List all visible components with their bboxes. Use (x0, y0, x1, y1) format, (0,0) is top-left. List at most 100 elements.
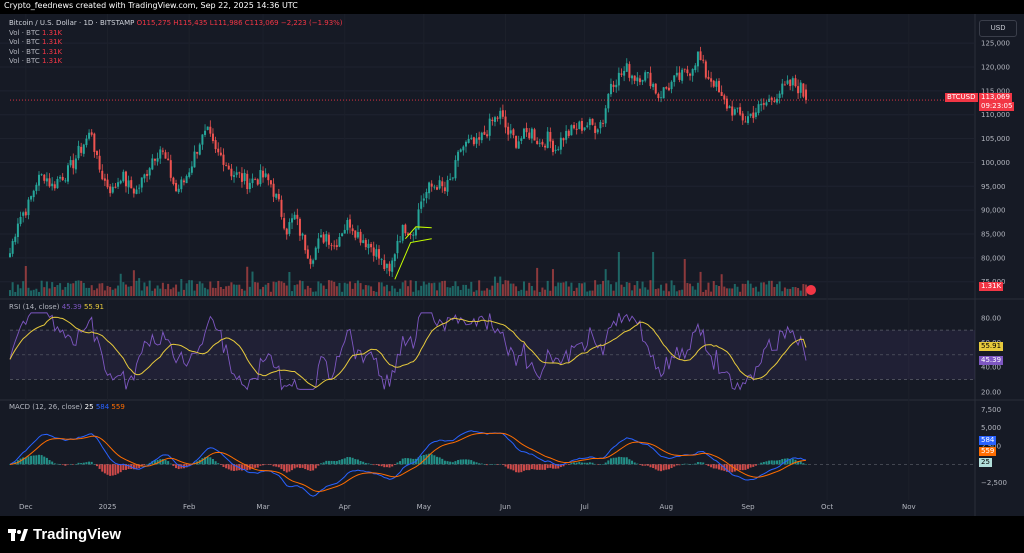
candle-body (140, 177, 143, 188)
volume-bar (399, 288, 402, 296)
candle-body (393, 254, 396, 262)
volume-bar (225, 286, 228, 296)
volume-bar (64, 287, 67, 296)
macd-histogram-bar (446, 461, 449, 465)
volume-bar (280, 281, 283, 296)
currency-button[interactable]: USD (979, 20, 1017, 37)
macd-histogram-bar (718, 464, 721, 470)
volume-bar (349, 281, 352, 296)
volume-bar (673, 285, 676, 296)
volume-bar (657, 288, 660, 296)
macd-histogram-bar (330, 460, 333, 465)
volume-bar (675, 291, 678, 296)
volume-bar (109, 286, 112, 296)
candle-body (694, 65, 697, 71)
volume-bar (56, 285, 59, 296)
volume-bar (754, 286, 757, 296)
price-chart-svg[interactable]: 125,000 120,000 115,000 110,000 105,000 100,0… (0, 14, 1024, 516)
macd-histogram-bar (51, 461, 54, 465)
macd-histogram-bar (396, 462, 399, 465)
candle-body (538, 142, 541, 144)
volume-bar (53, 286, 56, 296)
candle-body (354, 230, 357, 238)
candle-body (407, 233, 409, 236)
volume-bar (301, 281, 304, 296)
volume-bar (114, 288, 117, 296)
macd-histogram-bar (304, 464, 307, 470)
macd-histogram-bar (188, 464, 191, 467)
volume-bar (464, 284, 467, 296)
volume-bar (802, 284, 805, 296)
candle-body (364, 239, 367, 248)
macd-histogram-bar (32, 455, 35, 465)
macd-histogram-bar (393, 464, 396, 465)
volume-bar (583, 282, 586, 296)
macd-histogram-bar (778, 460, 781, 465)
price-axis-tick: 120,000 (981, 64, 1010, 72)
macd-histogram-bar (631, 460, 634, 465)
volume-bar (457, 286, 460, 296)
rsi-ma-tag: 55.91 (979, 342, 1004, 351)
candle-body (528, 132, 531, 139)
volume-bar (728, 288, 731, 296)
macd-histogram-bar (696, 462, 699, 465)
volume-bar (219, 286, 222, 296)
volume-bar (591, 290, 594, 296)
macd-histogram-bar (559, 464, 562, 468)
candle-body (106, 179, 109, 188)
candle-body (412, 234, 415, 236)
candle-body (98, 155, 101, 170)
macd-histogram-bar (164, 460, 167, 465)
macd-histogram-bar (272, 464, 275, 467)
volume-bar (607, 280, 610, 296)
macd-histogram-bar (799, 461, 802, 465)
volume-bar (470, 281, 473, 296)
volume-bar (633, 285, 636, 296)
volume-bar (551, 269, 554, 296)
volume-bar (35, 288, 38, 296)
candle-body (689, 73, 692, 76)
x-axis-tick: Mar (256, 503, 269, 511)
macd-histogram-bar (652, 464, 655, 469)
volume-bar (638, 288, 641, 296)
volume-bar (541, 287, 544, 296)
candle-body (667, 87, 670, 91)
candle-body (496, 117, 499, 119)
x-axis-tick: Jun (499, 503, 511, 511)
candle-body (565, 130, 568, 140)
volume-bar (130, 286, 133, 296)
volume-bar (151, 290, 154, 296)
macd-histogram-bar (314, 464, 317, 469)
volume-bar (512, 283, 515, 296)
macd-histogram-bar (517, 464, 520, 473)
macd-histogram-bar (486, 464, 489, 466)
macd-histogram-bar (694, 463, 697, 465)
macd-histogram-bar (451, 462, 454, 465)
candle-body (135, 189, 138, 194)
chart-area[interactable]: 125,000 120,000 115,000 110,000 105,000 100,0… (0, 14, 1024, 516)
macd-histogram-bar (773, 460, 776, 465)
x-axis-tick: Feb (183, 503, 196, 511)
tradingview-brand: TradingView (8, 526, 121, 543)
macd-histogram-bar (43, 456, 46, 465)
candle-body (346, 220, 349, 231)
volume-bar (733, 283, 736, 296)
macd-histogram-bar (143, 464, 146, 465)
macd-histogram-bar (72, 464, 75, 465)
candle-body (704, 61, 707, 78)
volume-bar (609, 284, 612, 296)
candle-body (464, 141, 467, 147)
candle-body (119, 180, 122, 184)
volume-bar (459, 289, 462, 296)
candle-body (638, 78, 641, 83)
volume-bar (409, 280, 412, 296)
candle-body (414, 228, 417, 236)
candle-body (633, 75, 636, 81)
volume-bar (509, 283, 512, 296)
macd-histogram-bar (114, 464, 117, 475)
candle-body (288, 222, 291, 234)
volume-bar (528, 282, 531, 296)
volume-bar (370, 286, 373, 296)
volume-bar (354, 283, 357, 296)
candle-body (623, 70, 626, 76)
